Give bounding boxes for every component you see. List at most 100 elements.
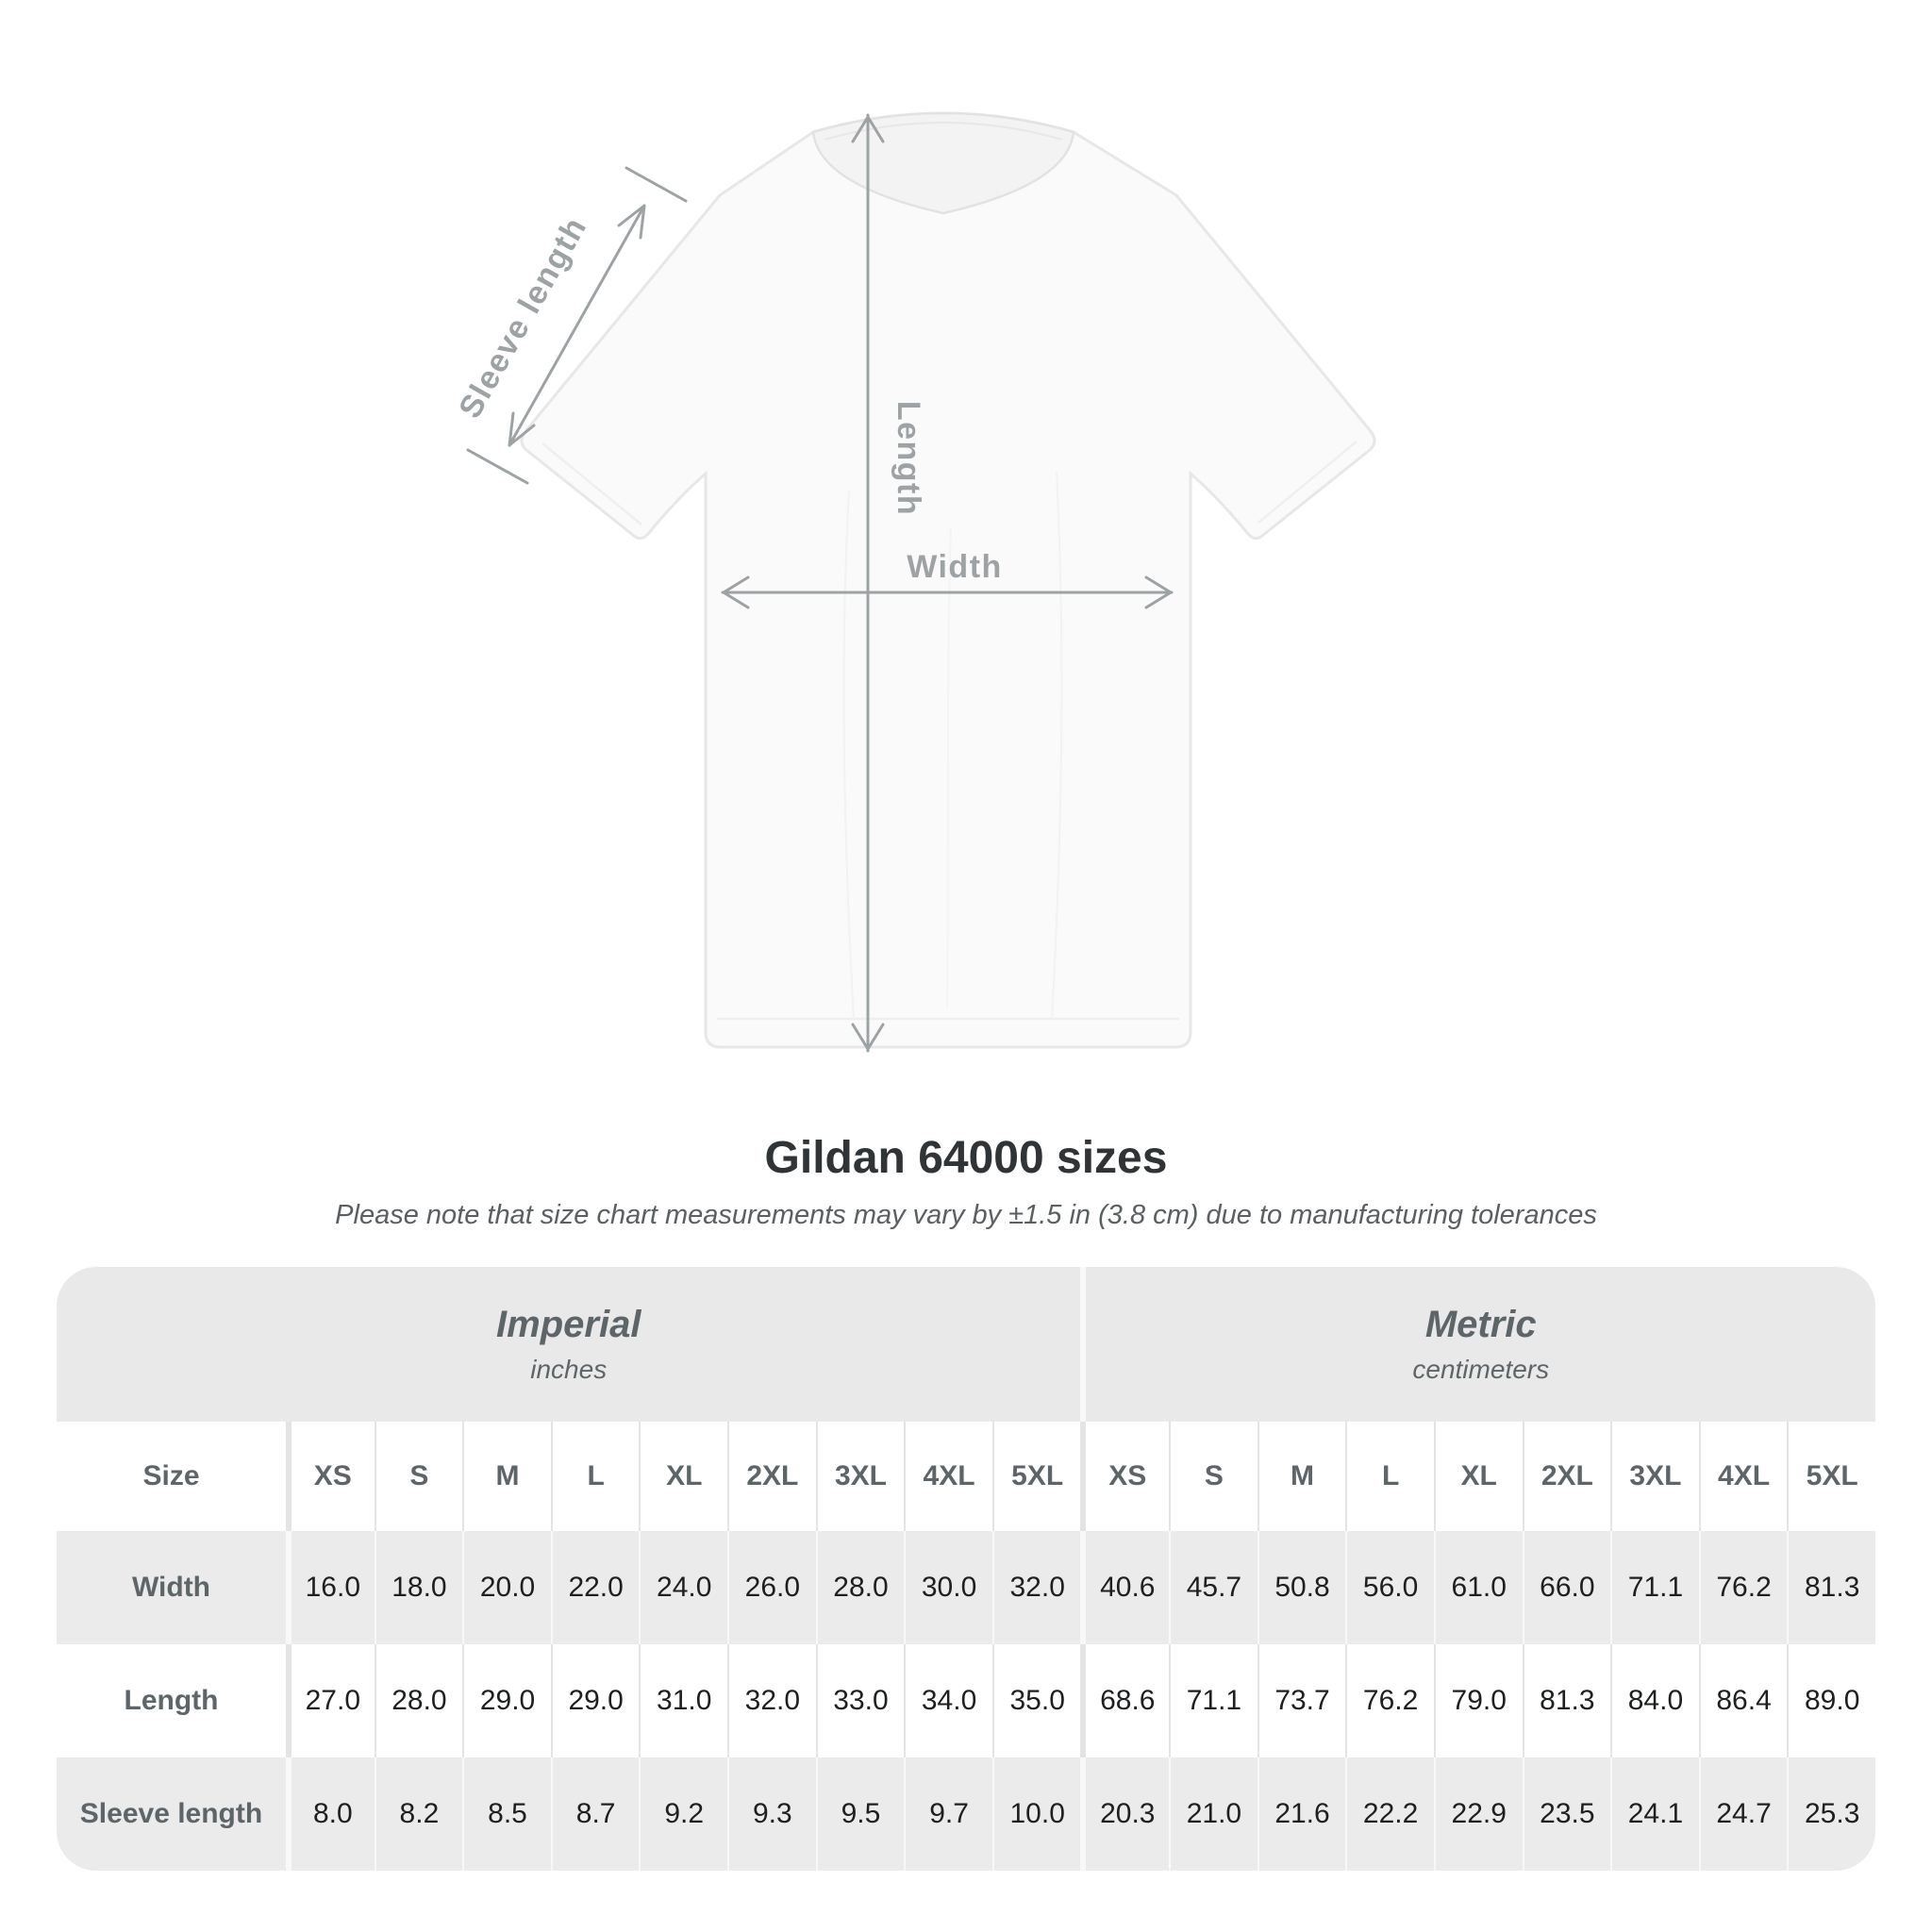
value-cell: 56.0 bbox=[1345, 1531, 1434, 1644]
value-cell: 28.0 bbox=[374, 1644, 463, 1757]
imperial-group-header: Imperial inches bbox=[57, 1267, 1081, 1422]
tolerance-note: Please note that size chart measurements… bbox=[335, 1200, 1597, 1230]
value-cell: 76.2 bbox=[1698, 1531, 1788, 1644]
size-header-imperial-xl: XL bbox=[639, 1422, 728, 1531]
value-cell: 34.0 bbox=[904, 1644, 992, 1757]
value-cell: 32.0 bbox=[727, 1644, 816, 1757]
value-cell: 32.0 bbox=[991, 1531, 1081, 1644]
value-cell: 76.2 bbox=[1345, 1644, 1434, 1757]
size-header-row: Size XS S M L XL 2XL 3XL 4XL 5XL XS S M L XL 2XL 3XL 4XL 5… bbox=[57, 1422, 1875, 1531]
value-cell: 8.7 bbox=[550, 1757, 640, 1871]
length-label: Length bbox=[891, 401, 926, 516]
value-cell: 81.3 bbox=[1522, 1644, 1611, 1757]
value-cell: 24.1 bbox=[1610, 1757, 1699, 1871]
value-cell: 45.7 bbox=[1169, 1531, 1257, 1644]
size-header-metric-xs: XS bbox=[1080, 1422, 1170, 1531]
value-cell: 18.0 bbox=[374, 1531, 463, 1644]
sleeve-length-arrow bbox=[466, 166, 688, 485]
size-table-container: Imperial inches Metric centimeters Size X… bbox=[57, 1267, 1875, 1871]
value-cell: 61.0 bbox=[1433, 1531, 1523, 1644]
value-cell: 89.0 bbox=[1787, 1644, 1875, 1757]
metric-unit: centimeters bbox=[1412, 1355, 1550, 1384]
value-cell: 50.8 bbox=[1257, 1531, 1346, 1644]
width-arrow bbox=[721, 575, 1174, 609]
page-title: Gildan 64000 sizes bbox=[764, 1133, 1168, 1183]
size-header-metric-l: L bbox=[1345, 1422, 1434, 1531]
value-cell: 81.3 bbox=[1787, 1531, 1875, 1644]
measurement-row: Width 16.0 18.0 20.0 22.0 24.0 26.0 28.0 30.0 32.… bbox=[57, 1531, 1875, 1644]
size-header-metric-m: M bbox=[1257, 1422, 1346, 1531]
value-cell: 20.3 bbox=[1080, 1757, 1170, 1871]
size-header-metric-4xl: 4XL bbox=[1698, 1422, 1788, 1531]
measurement-row: Sleeve length 8.0 8.2 8.5 8.7 9.2 9.3 9.5 9.7 10.… bbox=[57, 1757, 1875, 1871]
value-cell: 35.0 bbox=[991, 1644, 1081, 1757]
tshirt-image bbox=[520, 111, 1376, 1049]
value-cell: 8.5 bbox=[462, 1757, 551, 1871]
value-cell: 9.7 bbox=[904, 1757, 992, 1871]
value-cell: 79.0 bbox=[1433, 1644, 1523, 1757]
value-cell: 66.0 bbox=[1522, 1531, 1611, 1644]
size-header-imperial-s: S bbox=[374, 1422, 463, 1531]
value-cell: 68.6 bbox=[1080, 1644, 1170, 1757]
value-cell: 24.7 bbox=[1698, 1757, 1788, 1871]
length-arrow bbox=[851, 113, 885, 1053]
value-cell: 22.0 bbox=[550, 1531, 640, 1644]
value-cell: 40.6 bbox=[1080, 1531, 1170, 1644]
size-header-metric-s: S bbox=[1169, 1422, 1257, 1531]
size-column-header: Size bbox=[57, 1422, 286, 1531]
row-label: Width bbox=[57, 1531, 286, 1644]
imperial-label: Imperial bbox=[496, 1304, 641, 1345]
value-cell: 86.4 bbox=[1698, 1644, 1788, 1757]
size-header-imperial-2xl: 2XL bbox=[727, 1422, 816, 1531]
width-label: Width bbox=[907, 549, 1003, 585]
size-header-metric-5xl: 5XL bbox=[1787, 1422, 1875, 1531]
size-header-metric-3xl: 3XL bbox=[1610, 1422, 1699, 1531]
value-cell: 21.0 bbox=[1169, 1757, 1257, 1871]
metric-label: Metric bbox=[1424, 1304, 1537, 1345]
size-header-metric-xl: XL bbox=[1433, 1422, 1523, 1531]
unit-group-header-row: Imperial inches Metric centimeters bbox=[57, 1267, 1875, 1422]
value-cell: 8.2 bbox=[374, 1757, 463, 1871]
value-cell: 20.0 bbox=[462, 1531, 551, 1644]
size-header-imperial-5xl: 5XL bbox=[991, 1422, 1081, 1531]
value-cell: 9.2 bbox=[639, 1757, 728, 1871]
value-cell: 29.0 bbox=[462, 1644, 551, 1757]
imperial-unit: inches bbox=[530, 1355, 608, 1384]
size-table: Imperial inches Metric centimeters Size X… bbox=[57, 1267, 1875, 1871]
value-cell: 31.0 bbox=[639, 1644, 728, 1757]
value-cell: 27.0 bbox=[286, 1644, 375, 1757]
value-cell: 9.3 bbox=[727, 1757, 816, 1871]
value-cell: 84.0 bbox=[1610, 1644, 1699, 1757]
value-cell: 29.0 bbox=[550, 1644, 640, 1757]
value-cell: 8.0 bbox=[286, 1757, 375, 1871]
size-header-imperial-m: M bbox=[462, 1422, 551, 1531]
metric-group-header: Metric centimeters bbox=[1080, 1267, 1875, 1422]
size-header-imperial-l: L bbox=[550, 1422, 640, 1531]
size-header-imperial-4xl: 4XL bbox=[904, 1422, 992, 1531]
value-cell: 71.1 bbox=[1610, 1531, 1699, 1644]
size-header-metric-2xl: 2XL bbox=[1522, 1422, 1611, 1531]
collar bbox=[811, 111, 1075, 215]
value-cell: 23.5 bbox=[1522, 1757, 1611, 1871]
value-cell: 22.9 bbox=[1433, 1757, 1523, 1871]
value-cell: 10.0 bbox=[991, 1757, 1081, 1871]
value-cell: 28.0 bbox=[815, 1531, 905, 1644]
value-cell: 73.7 bbox=[1257, 1644, 1346, 1757]
value-cell: 22.2 bbox=[1345, 1757, 1434, 1871]
value-cell: 71.1 bbox=[1169, 1644, 1257, 1757]
value-cell: 26.0 bbox=[727, 1531, 816, 1644]
value-cell: 33.0 bbox=[815, 1644, 905, 1757]
value-cell: 16.0 bbox=[286, 1531, 375, 1644]
row-label: Length bbox=[57, 1644, 286, 1757]
value-cell: 9.5 bbox=[815, 1757, 905, 1871]
value-cell: 30.0 bbox=[904, 1531, 992, 1644]
measurement-row: Length 27.0 28.0 29.0 29.0 31.0 32.0 33.0 34.0 35… bbox=[57, 1644, 1875, 1757]
value-cell: 24.0 bbox=[639, 1531, 728, 1644]
value-cell: 25.3 bbox=[1787, 1757, 1875, 1871]
value-cell: 21.6 bbox=[1257, 1757, 1346, 1871]
row-label: Sleeve length bbox=[57, 1757, 286, 1871]
size-header-imperial-3xl: 3XL bbox=[815, 1422, 905, 1531]
size-header-imperial-xs: XS bbox=[286, 1422, 375, 1531]
